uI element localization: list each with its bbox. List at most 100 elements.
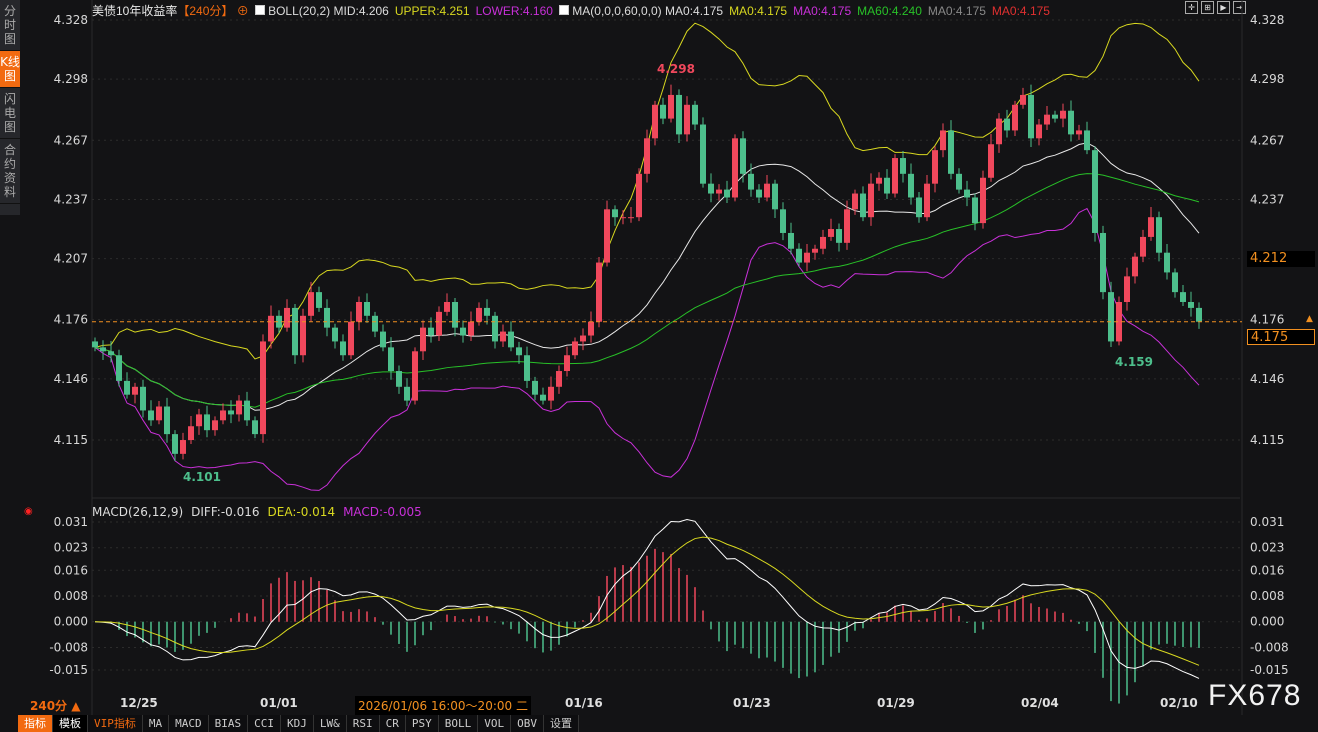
crosshair-icon[interactable]: ✛ xyxy=(1185,1,1198,14)
sidebar-item-contract[interactable]: 合约资料 xyxy=(0,139,20,204)
candle-body xyxy=(484,307,490,316)
candle-body xyxy=(492,315,498,342)
tab-kdj[interactable]: KDJ xyxy=(281,715,314,732)
candle-body xyxy=(684,104,690,135)
tab-settings[interactable]: 设置 xyxy=(544,715,579,732)
candle-body xyxy=(124,380,130,395)
candle-body xyxy=(620,217,626,219)
candle-body xyxy=(972,197,978,224)
macd-tick-label-right: -0.015 xyxy=(1250,663,1289,677)
candle-body xyxy=(1076,130,1082,135)
candle-body xyxy=(948,130,954,174)
candle-body xyxy=(612,209,618,218)
candle-body xyxy=(668,94,674,119)
candle-body xyxy=(924,183,930,218)
x-axis: 12/25 01/01 01/16 01/23 01/29 02/04 02/1… xyxy=(0,696,1318,714)
crosshair-date: 2026/01/06 16:00～20:00 二 xyxy=(355,696,531,715)
candle-body xyxy=(1124,276,1130,302)
tab-cr[interactable]: CR xyxy=(380,715,406,732)
view-sidebar: 分时图 K线图 闪电图 合约资料 xyxy=(0,0,20,215)
sidebar-item-kline[interactable]: K线图 xyxy=(0,51,20,88)
candle-body xyxy=(396,371,402,387)
candle-body xyxy=(420,327,426,352)
tab-bias[interactable]: BIAS xyxy=(209,715,249,732)
tab-indicators[interactable]: 指标 xyxy=(18,715,53,732)
candle-body xyxy=(500,331,506,342)
macd-tick-label-right: -0.008 xyxy=(1250,640,1289,654)
tab-cci[interactable]: CCI xyxy=(248,715,281,732)
tab-rsi[interactable]: RSI xyxy=(347,715,380,732)
candle-body xyxy=(108,351,114,356)
tab-macd[interactable]: MACD xyxy=(169,715,209,732)
candle-body xyxy=(292,307,298,356)
y-tick-label-right: 4.298 xyxy=(1250,72,1284,86)
y-tick-label: 4.146 xyxy=(54,372,88,386)
x-tick-label: 02/10 xyxy=(1160,696,1198,710)
candle-body xyxy=(900,158,906,174)
candle-body xyxy=(1068,110,1074,135)
macd-tick-label-right: 0.000 xyxy=(1250,615,1284,629)
indicator-toolbar: 指标 模板 VIP指标 MA MACD BIAS CCI KDJ LW& RSI… xyxy=(18,715,579,732)
candle-body xyxy=(740,138,746,174)
tab-templates[interactable]: 模板 xyxy=(53,715,88,732)
candle-body xyxy=(764,183,770,198)
tab-psy[interactable]: PSY xyxy=(406,715,439,732)
indicator-icon xyxy=(558,4,569,15)
candle-body xyxy=(324,307,330,328)
candle-body xyxy=(380,331,386,348)
candle-body xyxy=(300,315,306,356)
price-annotation: 4.159 xyxy=(1115,355,1153,369)
candle-body xyxy=(1012,104,1018,131)
boll-mid-line xyxy=(94,142,1200,411)
jump-end-icon[interactable]: ⇥ xyxy=(1233,1,1246,14)
candle-body xyxy=(796,248,802,263)
zoom-fit-icon[interactable]: ⊞ xyxy=(1201,1,1214,14)
candle-body xyxy=(220,410,226,421)
tab-lw[interactable]: LW& xyxy=(314,715,347,732)
macd-tick-label-right: 0.031 xyxy=(1250,515,1284,529)
candle-body xyxy=(204,414,210,431)
chart-tools: ✛ ⊞ ▶ ⇥ xyxy=(1185,1,1246,14)
tab-boll[interactable]: BOLL xyxy=(439,715,479,732)
tab-vip-indicators[interactable]: VIP指标 xyxy=(88,715,143,732)
ma-value: MA0:4.175 xyxy=(793,3,852,18)
candle-body xyxy=(508,331,514,348)
candle-body xyxy=(964,189,970,198)
candle-body xyxy=(908,173,914,198)
y-tick-label: 4.267 xyxy=(54,133,88,147)
candle-body xyxy=(188,426,194,441)
candle-body xyxy=(268,315,274,342)
candle-body xyxy=(364,301,370,316)
x-tick-label: 01/29 xyxy=(877,696,915,710)
scroll-up-icon[interactable]: ▲ xyxy=(1306,314,1313,324)
instrument-title: 美债10年收益率【240分】 ⊕ xyxy=(92,4,249,18)
candle-body xyxy=(196,414,202,427)
candle-body xyxy=(1044,114,1050,125)
candle-body xyxy=(284,307,290,328)
ma-legend[interactable]: MA(0,0,0,60,0,0) MA0:4.175 xyxy=(558,4,723,18)
main-legend: 美债10年收益率【240分】 ⊕ BOLL(20,2) MID:4.206 UP… xyxy=(92,2,1050,19)
tab-vol[interactable]: VOL xyxy=(478,715,512,732)
candle-body xyxy=(132,386,138,395)
settings-dot-icon[interactable]: ◉ xyxy=(24,506,33,517)
y-tick-label: 4.207 xyxy=(54,252,88,266)
candle-body xyxy=(348,321,354,356)
candle-body xyxy=(1188,301,1194,308)
period-selector[interactable]: 240分 ▲ xyxy=(30,699,81,713)
candle-body xyxy=(212,420,218,431)
sidebar-item-flash[interactable]: 闪电图 xyxy=(0,88,20,139)
macd-tick-label: -0.008 xyxy=(49,640,88,654)
candle-body xyxy=(428,327,434,336)
tab-ma[interactable]: MA xyxy=(143,715,170,732)
candle-body xyxy=(580,335,586,342)
tab-obv[interactable]: OBV xyxy=(511,715,544,732)
boll-legend[interactable]: BOLL(20,2) MID:4.206 xyxy=(254,4,389,18)
target-icon: ⊕ xyxy=(236,4,249,18)
x-tick-label: 01/16 xyxy=(565,696,603,710)
candle-body xyxy=(436,311,442,336)
play-icon[interactable]: ▶ xyxy=(1217,1,1230,14)
y-tick-label: 4.328 xyxy=(54,13,88,27)
candle-body xyxy=(956,173,962,190)
sidebar-item-timeshare[interactable]: 分时图 xyxy=(0,0,20,51)
